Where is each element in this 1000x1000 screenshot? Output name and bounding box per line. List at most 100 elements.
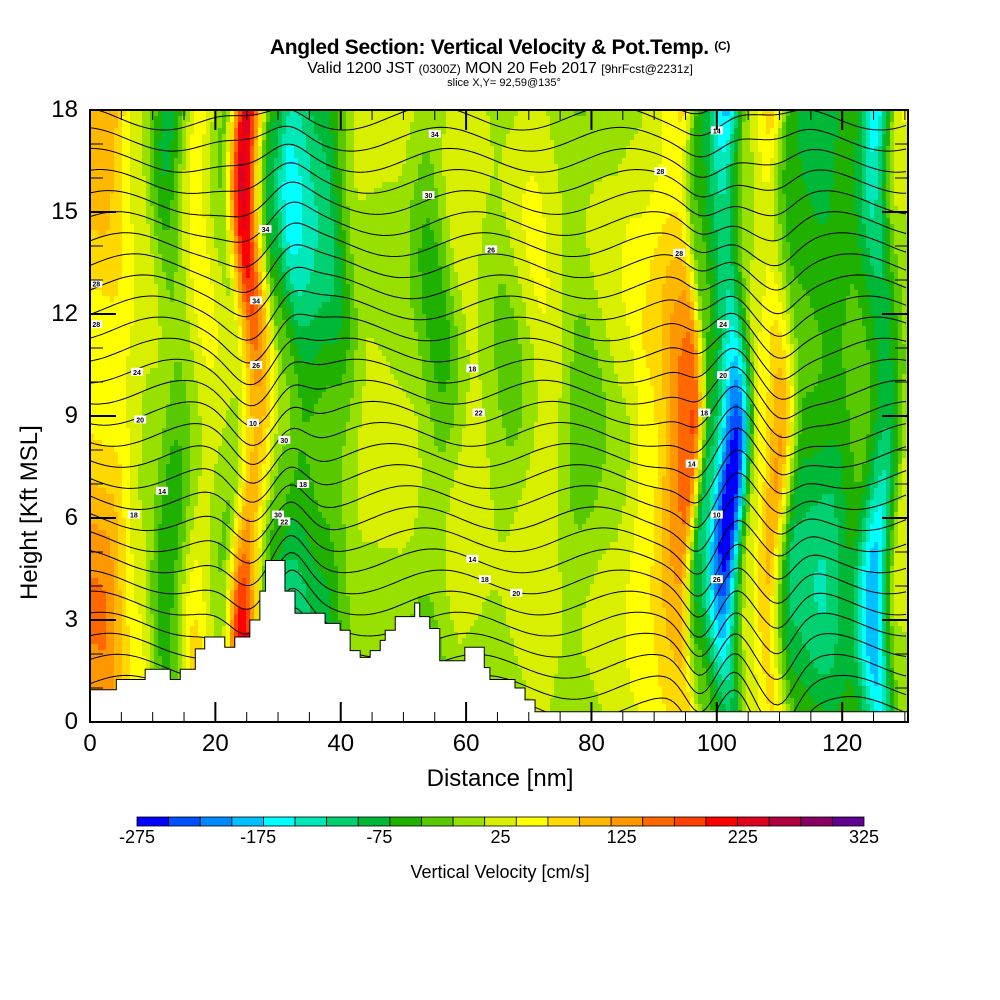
field-cell bbox=[238, 170, 243, 177]
field-cell bbox=[142, 320, 147, 327]
field-cell bbox=[130, 356, 135, 363]
field-cell bbox=[238, 242, 243, 249]
field-cell bbox=[234, 362, 239, 369]
field-cell bbox=[142, 326, 147, 333]
field-cell bbox=[94, 434, 99, 441]
field-cell bbox=[198, 554, 203, 561]
field-cell bbox=[222, 194, 227, 201]
field-cell bbox=[162, 638, 167, 645]
field-cell bbox=[222, 230, 227, 237]
field-cell bbox=[254, 386, 259, 393]
field-cell bbox=[226, 512, 231, 519]
field-cell bbox=[134, 386, 139, 393]
field-cell bbox=[162, 194, 167, 201]
field-cell bbox=[218, 446, 223, 453]
field-cell bbox=[230, 638, 235, 645]
field-cell bbox=[194, 548, 199, 555]
field-cell bbox=[270, 164, 275, 171]
field-cell bbox=[226, 410, 231, 417]
field-cell bbox=[134, 302, 139, 309]
field-cell bbox=[130, 602, 135, 609]
field-cell bbox=[222, 290, 227, 297]
field-cell bbox=[182, 182, 187, 189]
field-cell bbox=[114, 626, 119, 633]
field-cell bbox=[258, 272, 263, 279]
field-cell bbox=[254, 506, 259, 513]
field-cell bbox=[242, 524, 247, 531]
field-cell bbox=[106, 218, 111, 225]
field-cell bbox=[134, 350, 139, 357]
field-cell bbox=[138, 554, 143, 561]
field-cell bbox=[274, 428, 279, 435]
field-cell bbox=[174, 302, 179, 309]
field-cell bbox=[122, 410, 127, 417]
field-cell bbox=[98, 170, 103, 177]
field-cell bbox=[130, 656, 135, 663]
field-cell bbox=[234, 476, 239, 483]
field-cell bbox=[202, 392, 207, 399]
field-cell bbox=[170, 218, 175, 225]
field-cell bbox=[282, 542, 287, 549]
field-cell bbox=[250, 494, 255, 501]
field-cell bbox=[238, 230, 243, 237]
field-cell bbox=[226, 554, 231, 561]
field-cell bbox=[106, 116, 111, 123]
field-cell bbox=[202, 596, 207, 603]
field-cell bbox=[218, 440, 223, 447]
field-cell bbox=[126, 638, 131, 645]
field-cell bbox=[238, 290, 243, 297]
field-cell bbox=[182, 512, 187, 519]
field-cell bbox=[110, 548, 115, 555]
field-cell bbox=[202, 332, 207, 339]
field-cell bbox=[230, 176, 235, 183]
field-cell bbox=[142, 542, 147, 549]
field-cell bbox=[118, 242, 123, 249]
field-cell bbox=[122, 314, 127, 321]
field-cell bbox=[242, 350, 247, 357]
field-cell bbox=[138, 152, 143, 159]
field-cell bbox=[186, 158, 191, 165]
field-cell bbox=[242, 230, 247, 237]
field-cell bbox=[150, 152, 155, 159]
field-cell bbox=[126, 452, 131, 459]
field-cell bbox=[254, 326, 259, 333]
field-cell bbox=[270, 158, 275, 165]
field-cell bbox=[266, 482, 271, 489]
field-cell bbox=[98, 254, 103, 261]
field-cell bbox=[106, 638, 111, 645]
field-cell bbox=[238, 122, 243, 129]
field-cell bbox=[178, 524, 183, 531]
field-cell bbox=[122, 668, 127, 675]
field-cell bbox=[106, 272, 111, 279]
field-cell bbox=[110, 386, 115, 393]
field-cell bbox=[166, 560, 171, 567]
field-cell bbox=[154, 428, 159, 435]
field-cell bbox=[230, 560, 235, 567]
field-cell bbox=[106, 344, 111, 351]
field-cell bbox=[170, 368, 175, 375]
field-cell bbox=[94, 266, 99, 273]
field-cell bbox=[218, 218, 223, 225]
field-cell bbox=[146, 344, 151, 351]
field-cell bbox=[274, 398, 279, 405]
field-cell bbox=[118, 644, 123, 651]
field-cell bbox=[138, 662, 143, 669]
field-cell bbox=[266, 530, 271, 537]
field-cell bbox=[122, 278, 127, 285]
field-cell bbox=[166, 230, 171, 237]
field-cell bbox=[158, 212, 163, 219]
field-cell bbox=[134, 488, 139, 495]
field-cell bbox=[170, 152, 175, 159]
field-cell bbox=[202, 206, 207, 213]
field-cell bbox=[158, 248, 163, 255]
field-cell bbox=[142, 476, 147, 483]
field-cell bbox=[242, 320, 247, 327]
field-cell bbox=[198, 572, 203, 579]
field-cell bbox=[262, 170, 267, 177]
field-cell bbox=[118, 626, 123, 633]
field-cell bbox=[154, 266, 159, 273]
field-cell bbox=[98, 350, 103, 357]
field-cell bbox=[94, 542, 99, 549]
field-cell bbox=[198, 578, 203, 585]
field-cell bbox=[270, 302, 275, 309]
